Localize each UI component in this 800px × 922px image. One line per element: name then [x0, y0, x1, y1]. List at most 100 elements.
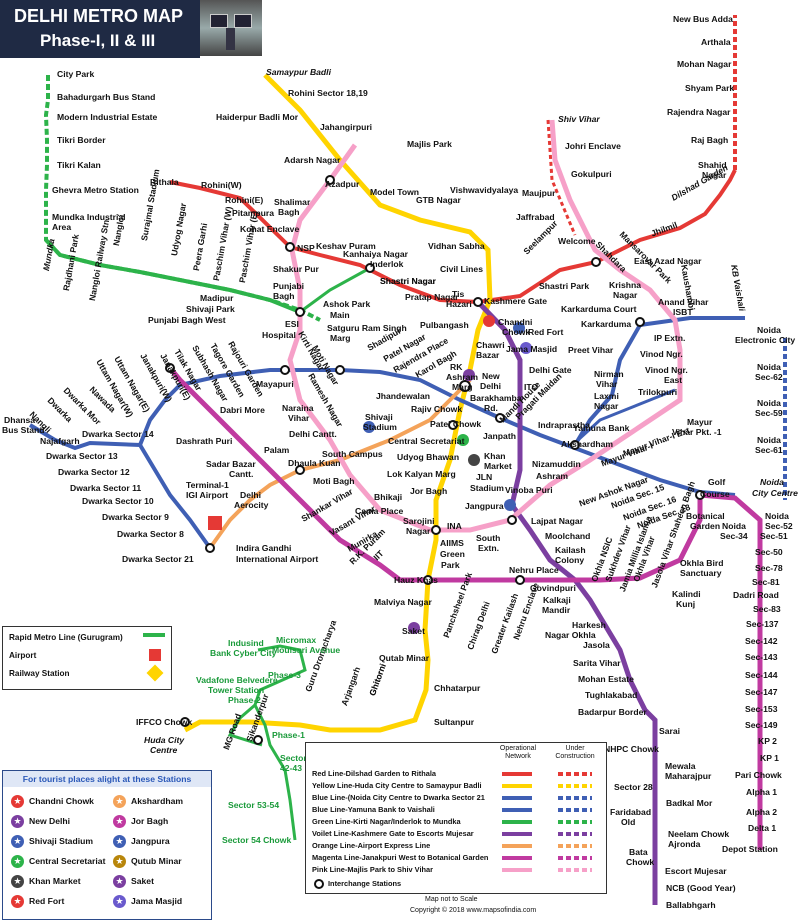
star-icon: ★: [113, 835, 126, 848]
station-label: Dwarka Sector 13: [46, 451, 118, 461]
under-construction-swatch: [558, 844, 592, 848]
station-label: Sec-78: [755, 563, 783, 573]
station-label: New Bus Adda: [673, 14, 733, 24]
tourist-item-label: Jangpura: [131, 836, 170, 846]
station-label: Micromax: [276, 635, 317, 645]
station-label: Tikri Border: [57, 135, 106, 145]
line-legend-label: Green Line-Kirti Nagar/Inderlok to Mundk…: [312, 817, 461, 826]
station-label: Dadri Road: [733, 590, 779, 600]
interchange-stations: [165, 175, 705, 745]
station-label: Sec-143: [745, 652, 778, 662]
station-label: Madipur: [200, 293, 234, 303]
magenta-line: [168, 366, 763, 850]
station-label: Sultanpur: [434, 717, 475, 727]
station-label: Ashok Park: [323, 299, 371, 309]
station-label: Ashram: [446, 372, 478, 382]
station-label: Rajendra Nagar: [667, 107, 731, 117]
station-label: Tis: [452, 289, 465, 299]
station-label: Vadafone Belvedere: [196, 675, 278, 685]
station-label: Vidhan Sabha: [428, 241, 485, 251]
station-label: Vihar: [596, 379, 618, 389]
station-label: Aerocity: [234, 500, 269, 510]
station-label: Mayapuri: [256, 379, 294, 389]
station-label: Lok Kalyan Marg: [387, 469, 456, 479]
station-label: Lajpat Nagar: [531, 516, 584, 526]
station-label: Moulsari Avenue: [272, 645, 341, 655]
star-icon: ★: [11, 875, 24, 888]
station-label: Cantt.: [229, 469, 254, 479]
station-label: Phase-2: [228, 695, 261, 705]
tourist-item-label: Akshardham: [131, 796, 184, 806]
station-label: Bus Stand: [2, 425, 45, 435]
station-label: Noida: [757, 362, 781, 372]
station-label: City Park: [57, 69, 95, 79]
interchange-icon: [314, 879, 324, 889]
station-label: Jaffrabad: [516, 212, 555, 222]
star-icon: ★: [11, 815, 24, 828]
station-label: Badkal Mor: [666, 798, 713, 808]
station-label: Mewala: [665, 761, 696, 771]
tourist-item-label: Chandni Chowk: [29, 796, 94, 806]
station-label: Golf: [708, 477, 726, 487]
station-label: Alpha 1: [746, 787, 778, 797]
station-label: Palam: [264, 445, 290, 455]
station-label: Shastri Nagar: [380, 276, 436, 286]
station-label: Noida: [760, 477, 784, 487]
station-label: KP 2: [758, 736, 777, 746]
tourist-item-label: Shivaji Stadium: [29, 836, 93, 846]
under-construction-swatch: [558, 856, 592, 860]
station-label: Okhla Bird: [680, 558, 724, 568]
yellow-line: [183, 73, 493, 733]
rapid-metro-loop: [227, 703, 263, 747]
station-label: GTB Nagar: [416, 195, 461, 205]
station-label: Terminal-1: [186, 480, 229, 490]
station-label: Bagh: [273, 291, 295, 301]
station-label: Extn.: [478, 543, 500, 553]
station-label: New: [482, 371, 500, 381]
station-label: Pratap Nagar: [405, 292, 459, 302]
station-label: Bank Cyber City: [210, 648, 277, 658]
station-label: Indraprastha: [538, 420, 591, 430]
station-label: Sec-147: [745, 687, 778, 697]
station-label: Dashrath Puri: [176, 436, 233, 446]
station-label: Vihar: [288, 413, 310, 423]
station-label: Kailash: [555, 545, 586, 555]
star-icon: ★: [11, 855, 24, 868]
station-label: Sarai: [659, 726, 681, 736]
red-line: [169, 169, 737, 305]
operational-swatch: [502, 856, 532, 860]
station-label: Ballabhgarh: [666, 900, 716, 910]
station-label: Naraina: [282, 403, 314, 413]
tourist-item-label: Saket: [131, 876, 154, 886]
station-label: IP Extn.: [654, 333, 686, 343]
station-label: Shiv Vihar: [558, 114, 600, 124]
station-label: Maharajpur: [665, 771, 712, 781]
station-label: Shalimar: [274, 197, 311, 207]
station-label: RK: [450, 362, 463, 372]
station-label: Huda City: [144, 735, 185, 745]
station-label: KP 1: [760, 753, 779, 763]
station-label: Rohini(W): [201, 180, 242, 190]
station-label: Shakur Pur: [273, 264, 319, 274]
station-label: Dwarka Sector 9: [102, 512, 169, 522]
station-label: Kashmere Gate: [484, 296, 548, 306]
station-label: Faridabad: [610, 807, 652, 817]
station-label: Sec-83: [753, 604, 781, 614]
station-label: Badarpur Border: [578, 707, 647, 717]
station-label: Hauz Khas: [394, 575, 438, 585]
station-label: Vinod Ngr.: [640, 349, 683, 359]
station-label: Phase-1: [272, 730, 305, 740]
station-label: Red Fort: [528, 327, 564, 337]
station-label: Neelam Chowk: [668, 829, 730, 839]
station-label: Welcome: [558, 236, 596, 246]
station-label: ISBT: [673, 307, 693, 317]
tourist-item-label: Qutub Minar: [131, 856, 182, 866]
station-label: Sec-149: [745, 720, 778, 730]
station-label: Nagar: [702, 170, 727, 180]
station-label: Sector 28: [614, 782, 653, 792]
station-label: Bagh: [278, 207, 300, 217]
star-icon: ★: [11, 835, 24, 848]
station-label: Jor Bagh: [410, 486, 448, 496]
station-label: Kalkaji: [543, 595, 571, 605]
